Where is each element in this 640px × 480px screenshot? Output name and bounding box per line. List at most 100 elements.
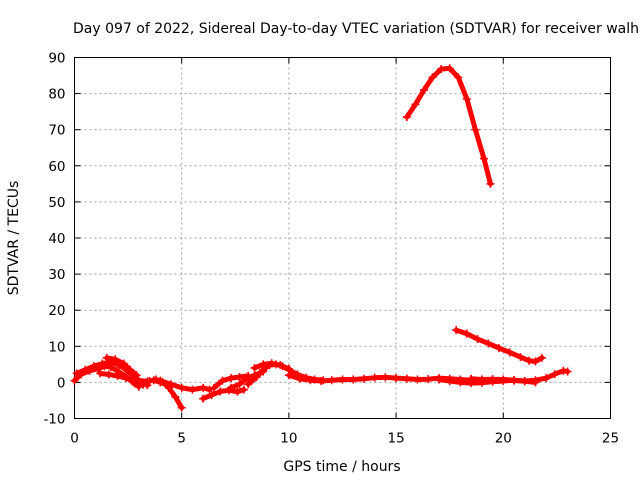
data-point	[428, 73, 437, 82]
x-tick-label: 15	[388, 431, 405, 447]
data-point	[227, 374, 236, 383]
data-point	[467, 374, 476, 383]
data-point	[199, 394, 208, 403]
data-point	[473, 335, 482, 344]
data-point	[244, 380, 253, 389]
data-point	[252, 372, 261, 381]
data-point	[188, 385, 197, 394]
x-axis-label: GPS time / hours	[283, 459, 400, 475]
data-point	[402, 113, 411, 122]
y-tick-labels: -10 0 10 20 30 40 50 60 70 80 90	[43, 51, 65, 428]
data-point	[119, 359, 128, 368]
data-point	[563, 367, 572, 376]
series-arc-2	[72, 358, 148, 389]
data-point	[486, 179, 495, 188]
data-point	[413, 375, 422, 384]
series-arc-8	[199, 385, 248, 403]
data-point	[495, 344, 504, 353]
data-point	[454, 73, 463, 82]
y-tick-label: 40	[48, 231, 65, 247]
data-point	[235, 372, 244, 381]
data-point	[456, 378, 465, 387]
x-tick-label: 5	[177, 431, 186, 447]
data-point	[402, 374, 411, 383]
y-tick-label: 0	[57, 375, 66, 391]
data-point	[445, 376, 454, 385]
data-point	[462, 95, 471, 104]
data-point	[139, 380, 148, 389]
series-arc-3	[102, 353, 141, 380]
data-point	[499, 376, 508, 385]
data-point	[89, 362, 98, 371]
data-point	[111, 355, 120, 364]
y-tick-label: 30	[48, 267, 65, 283]
data-point	[520, 376, 529, 385]
series-arc-7	[156, 376, 214, 394]
data-point	[411, 100, 420, 109]
data-point	[349, 375, 358, 384]
chart-title: Day 097 of 2022, Sidereal Day-to-day VTE…	[73, 21, 639, 37]
data-point	[284, 371, 293, 380]
grid-lines	[74, 57, 611, 419]
data-point	[295, 374, 304, 383]
data-series	[70, 64, 572, 412]
data-point	[126, 365, 135, 374]
data-point	[317, 376, 326, 385]
data-point	[542, 374, 551, 383]
data-point	[359, 374, 368, 383]
data-point	[242, 374, 251, 383]
data-point	[128, 377, 137, 386]
x-tick-label: 25	[602, 431, 619, 447]
data-point	[424, 375, 433, 384]
data-point	[419, 85, 428, 94]
data-point	[239, 385, 248, 394]
data-point	[233, 387, 242, 396]
data-point	[166, 380, 175, 389]
data-point	[471, 125, 480, 134]
series-line	[404, 65, 493, 187]
data-point	[177, 403, 186, 412]
series-arc-9	[209, 371, 253, 392]
data-point	[72, 369, 81, 378]
data-point	[121, 374, 130, 383]
data-point	[207, 391, 216, 400]
data-point	[510, 376, 519, 385]
data-point	[227, 383, 236, 392]
data-point	[516, 353, 525, 362]
y-tick-label: 70	[48, 123, 65, 139]
data-point	[445, 64, 454, 73]
x-tick-labels: 0 5 10 15 20 25	[70, 431, 619, 447]
data-point	[531, 376, 540, 385]
data-point	[267, 359, 276, 368]
data-point	[102, 353, 111, 362]
data-point	[199, 383, 208, 392]
axis-ticks	[74, 57, 611, 419]
data-point	[104, 370, 113, 379]
data-point	[218, 376, 227, 385]
data-point	[327, 376, 336, 385]
y-axis-label: SDTVAR / TECUs	[6, 181, 22, 296]
y-tick-label: 80	[48, 87, 65, 103]
data-point	[484, 339, 493, 348]
data-point	[505, 348, 514, 357]
data-point	[209, 383, 218, 392]
data-point	[381, 373, 390, 382]
data-point	[437, 65, 446, 74]
y-tick-label: -10	[43, 412, 65, 428]
data-point	[531, 357, 540, 366]
data-point	[306, 376, 315, 385]
x-tick-label: 0	[70, 431, 79, 447]
series-arc-17	[452, 326, 546, 366]
data-point	[81, 365, 90, 374]
y-tick-label: 60	[48, 159, 65, 175]
y-tick-label: 20	[48, 303, 65, 319]
data-point	[98, 359, 107, 368]
data-point	[96, 369, 105, 378]
data-point	[216, 387, 225, 396]
data-point	[434, 375, 443, 384]
data-point	[276, 361, 285, 370]
data-point	[235, 380, 244, 389]
data-point	[477, 375, 486, 384]
y-tick-label: 50	[48, 195, 65, 211]
